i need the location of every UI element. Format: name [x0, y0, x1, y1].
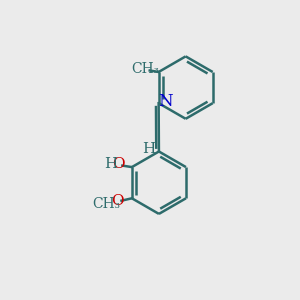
Text: N: N [158, 93, 172, 110]
Text: O: O [111, 194, 123, 208]
Text: O: O [112, 157, 125, 171]
Text: H: H [142, 142, 155, 155]
Text: CH₃: CH₃ [131, 62, 159, 76]
Text: CH₃: CH₃ [93, 197, 121, 211]
Text: H: H [104, 157, 117, 171]
